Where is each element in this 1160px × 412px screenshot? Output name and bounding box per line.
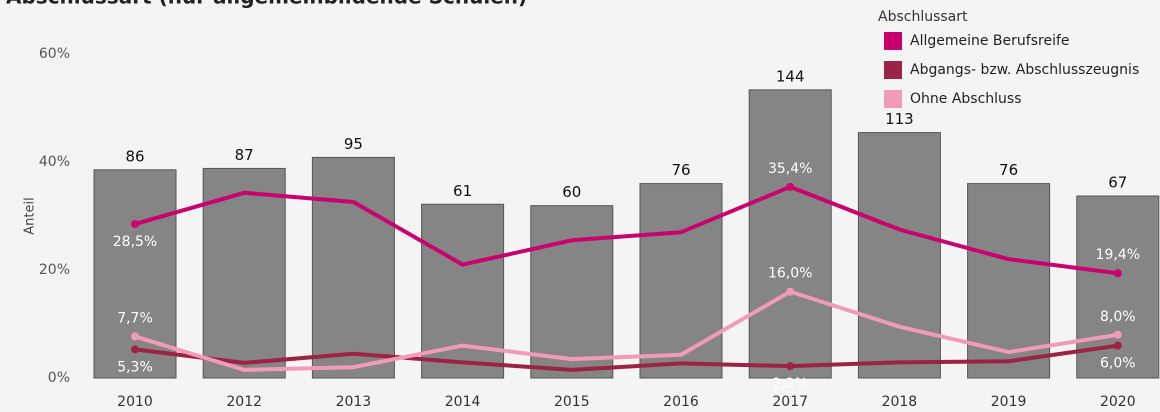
legend-title: Abschlussart	[878, 9, 968, 25]
line-series	[134, 184, 1119, 276]
bar-label: 60	[562, 183, 581, 201]
point	[786, 362, 795, 371]
bar	[530, 205, 614, 379]
x-tick-label: 2013	[336, 394, 372, 410]
data-label: 8,0%	[1100, 309, 1136, 325]
y-tick-label: 60%	[39, 46, 70, 62]
bar	[202, 167, 286, 379]
bar-label: 144	[776, 67, 805, 85]
bar	[857, 132, 941, 379]
data-label: 35,4%	[768, 161, 812, 177]
legend-swatch	[884, 61, 902, 79]
bar-label: 87	[235, 146, 254, 164]
point	[1113, 269, 1122, 278]
bar-label: 76	[671, 161, 690, 179]
bar	[639, 183, 723, 379]
data-label: 28,5%	[113, 234, 157, 250]
y-tick-label: 0%	[48, 370, 70, 386]
x-tick-label: 2016	[663, 394, 699, 410]
bar-label: 113	[885, 110, 914, 128]
legend-label: Ohne Abschluss	[910, 91, 1022, 107]
point	[1113, 330, 1122, 339]
bar-label: 76	[999, 161, 1018, 179]
x-tick-label: 2014	[445, 394, 481, 410]
bar-label: 95	[344, 135, 363, 153]
bar	[748, 89, 832, 379]
point	[786, 287, 795, 296]
bar-label: 67	[1108, 174, 1127, 192]
legend-label: Abgangs- bzw. Abschlusszeugnis	[910, 62, 1139, 78]
legend-swatch	[884, 90, 902, 108]
data-label: 2,2%	[772, 376, 808, 392]
point	[131, 332, 139, 341]
line-series	[134, 289, 1119, 372]
bar	[311, 156, 395, 379]
bar-label: 61	[453, 182, 472, 200]
point	[131, 345, 139, 354]
line-series	[134, 343, 1119, 372]
bar-label: 86	[125, 147, 144, 165]
point	[131, 220, 139, 229]
x-tick-label: 2017	[772, 394, 808, 410]
legend-swatch	[884, 32, 902, 50]
point	[1113, 341, 1122, 350]
x-tick-label: 2018	[882, 394, 918, 410]
legend-label: Allgemeine Berufsreife	[910, 33, 1070, 49]
y-tick-label: 40%	[39, 154, 70, 170]
data-label: 19,4%	[1096, 247, 1140, 263]
data-label: 6,0%	[1100, 356, 1136, 372]
x-tick-label: 2020	[1100, 394, 1136, 410]
x-tick-label: 2012	[226, 394, 262, 410]
data-label: 7,7%	[117, 310, 153, 326]
y-axis-label: Anteil	[23, 197, 38, 234]
data-label: 16,0%	[768, 266, 812, 282]
data-label: 5,3%	[117, 359, 153, 375]
x-tick-label: 2015	[554, 394, 590, 410]
x-tick-label: 2019	[991, 394, 1027, 410]
chart-title: Abschlussart (nur allgemeinbildende Schu…	[6, 0, 538, 9]
y-tick-label: 20%	[39, 262, 70, 278]
x-tick-label: 2010	[117, 394, 153, 410]
point	[786, 182, 795, 191]
